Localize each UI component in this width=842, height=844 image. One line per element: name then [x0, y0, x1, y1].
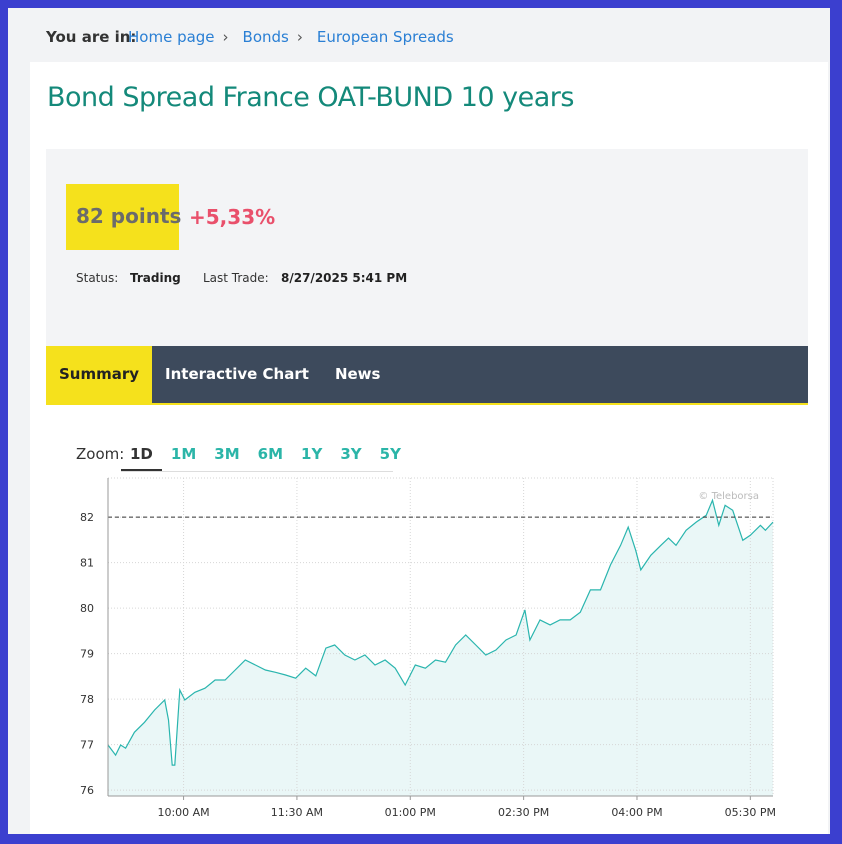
line [107, 498, 774, 766]
breadcrumb-link[interactable]: European Spreads [316, 28, 454, 46]
quote-box: 82 points +5,33% Status: Trading Last Tr… [46, 149, 808, 346]
x-tick-label: 04:00 PM [611, 806, 662, 819]
x-tick-label: 11:30 AM [271, 806, 323, 819]
last-trade: 8/27/2025 5:41 PM [281, 271, 408, 285]
breadcrumb-link[interactable]: Bonds [242, 28, 289, 46]
watermark: © Teleborsa [698, 491, 759, 502]
x-tick-label: 05:30 PM [725, 806, 776, 819]
zoom-active-underline [121, 469, 162, 471]
y-tick-label: 77 [80, 739, 94, 752]
page-title: Bond Spread France OAT-BUND 10 years [47, 82, 574, 113]
y-tick-label: 82 [80, 511, 94, 524]
zoom-option[interactable]: 1D [130, 445, 153, 463]
breadcrumb-link[interactable]: Home page [128, 28, 215, 46]
zoom-label: Zoom: [76, 445, 125, 463]
price-box: 82 points [66, 184, 182, 250]
breadcrumb-separator: › [222, 28, 229, 46]
x-tick-label: 02:30 PM [498, 806, 549, 819]
y-tick-label: 76 [80, 784, 94, 797]
zoom-option[interactable]: 1Y [301, 445, 323, 463]
status-label: Status: [76, 271, 119, 285]
y-tick-label: 81 [80, 557, 94, 570]
tab[interactable]: Interactive Chart [165, 365, 309, 383]
area [108, 500, 773, 796]
zoom-option[interactable]: 3Y [340, 445, 362, 463]
zoom-option[interactable]: 6M [257, 445, 284, 463]
breadcrumb-separator: › [296, 28, 303, 46]
zoom-option[interactable]: 3M [214, 445, 240, 463]
y-tick-label: 79 [80, 648, 94, 661]
x-tick-label: 01:00 PM [385, 806, 436, 819]
price-change: +5,33% [189, 205, 276, 229]
price: 82 points [76, 204, 182, 228]
chart: © Teleborsa 76 77 78 79 80 81 82 10:00 AM 11:30 … [80, 477, 776, 819]
x-tick-label: 10:00 AM [157, 806, 209, 819]
zoom-bar: 1D 1M 3M 6M 1Y 3Y 5Y [121, 445, 401, 472]
tab[interactable]: News [334, 365, 381, 383]
tab-bar: Summary Interactive Chart News [46, 346, 808, 405]
last-trade-label: Last Trade: [203, 271, 269, 285]
status: Trading [130, 271, 181, 285]
zoom-option[interactable]: 1M [170, 445, 197, 463]
y-tick-label: 80 [80, 602, 94, 615]
y-tick-label: 78 [80, 693, 94, 706]
frame: You are in: Home page › Bonds › European Spr… [8, 8, 830, 834]
tab[interactable]: Summary [46, 346, 153, 403]
breadcrumb-label: You are in: [46, 28, 137, 46]
zoom-option[interactable]: 5Y [379, 445, 401, 463]
